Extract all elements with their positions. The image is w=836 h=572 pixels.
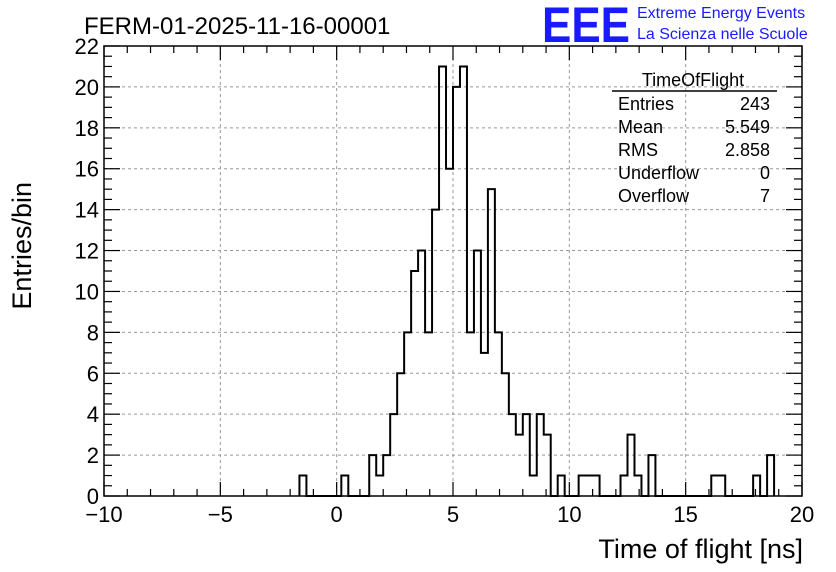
stats-label: RMS: [618, 140, 658, 160]
y-tick-label: 2: [87, 443, 99, 468]
x-tick-label: 15: [673, 502, 697, 527]
stats-value: 7: [760, 186, 770, 206]
y-tick-label: 20: [75, 75, 99, 100]
x-tick-label: 0: [331, 502, 343, 527]
stats-value: 5.549: [725, 117, 770, 137]
stats-box: TimeOfFlight Entries 243 Mean 5.549 RMS 2.858…: [612, 70, 777, 206]
stats-label: Overflow: [618, 186, 690, 206]
logo-line-1: Extreme Energy Events: [637, 5, 805, 22]
y-tick-label: 4: [87, 402, 99, 427]
y-tick-label: 18: [75, 116, 99, 141]
y-tick-label: 10: [75, 279, 99, 304]
logo-mark: EEE: [542, 0, 630, 53]
stats-title: TimeOfFlight: [642, 70, 744, 90]
x-tick-label: −10: [85, 502, 122, 527]
y-tick-label: 14: [75, 198, 99, 223]
stats-label: Entries: [618, 94, 674, 114]
stats-rows: Entries 243 Mean 5.549 RMS 2.858 Underflow 0 Ove…: [618, 94, 770, 206]
eee-logo: EEE Extreme Energy Events La Scienza nel…: [542, 0, 808, 53]
histogram-step-line: [298, 65, 776, 497]
x-tick-label: 5: [447, 502, 459, 527]
axis-ticks: [103, 45, 803, 497]
stats-value: 243: [740, 94, 770, 114]
x-tick-label: 10: [557, 502, 581, 527]
stats-value: 0: [760, 163, 770, 183]
y-tick-label: 16: [75, 157, 99, 182]
y-tick-label: 8: [87, 320, 99, 345]
stats-label: Underflow: [618, 163, 700, 183]
x-tick-label: 20: [790, 502, 814, 527]
run-title: FERM-01-2025-11-16-00001: [84, 13, 390, 40]
logo-line-2: La Scienza nelle Scuole: [637, 26, 808, 43]
y-tick-labels: 0 2 4 6 8 10 12 14 16 18 20 22: [75, 34, 99, 509]
y-tick-label: 6: [87, 361, 99, 386]
y-tick-label: 22: [75, 34, 99, 59]
stats-value: 2.858: [725, 140, 770, 160]
x-axis-label: Time of flight [ns]: [598, 534, 803, 564]
y-tick-label: 12: [75, 239, 99, 264]
stats-label: Mean: [618, 117, 663, 137]
y-axis-label: Entries/bin: [7, 182, 37, 310]
y-tick-label: 0: [87, 484, 99, 509]
x-tick-label: −5: [208, 502, 233, 527]
x-tick-labels: −10 −5 0 5 10 15 20: [85, 502, 814, 527]
